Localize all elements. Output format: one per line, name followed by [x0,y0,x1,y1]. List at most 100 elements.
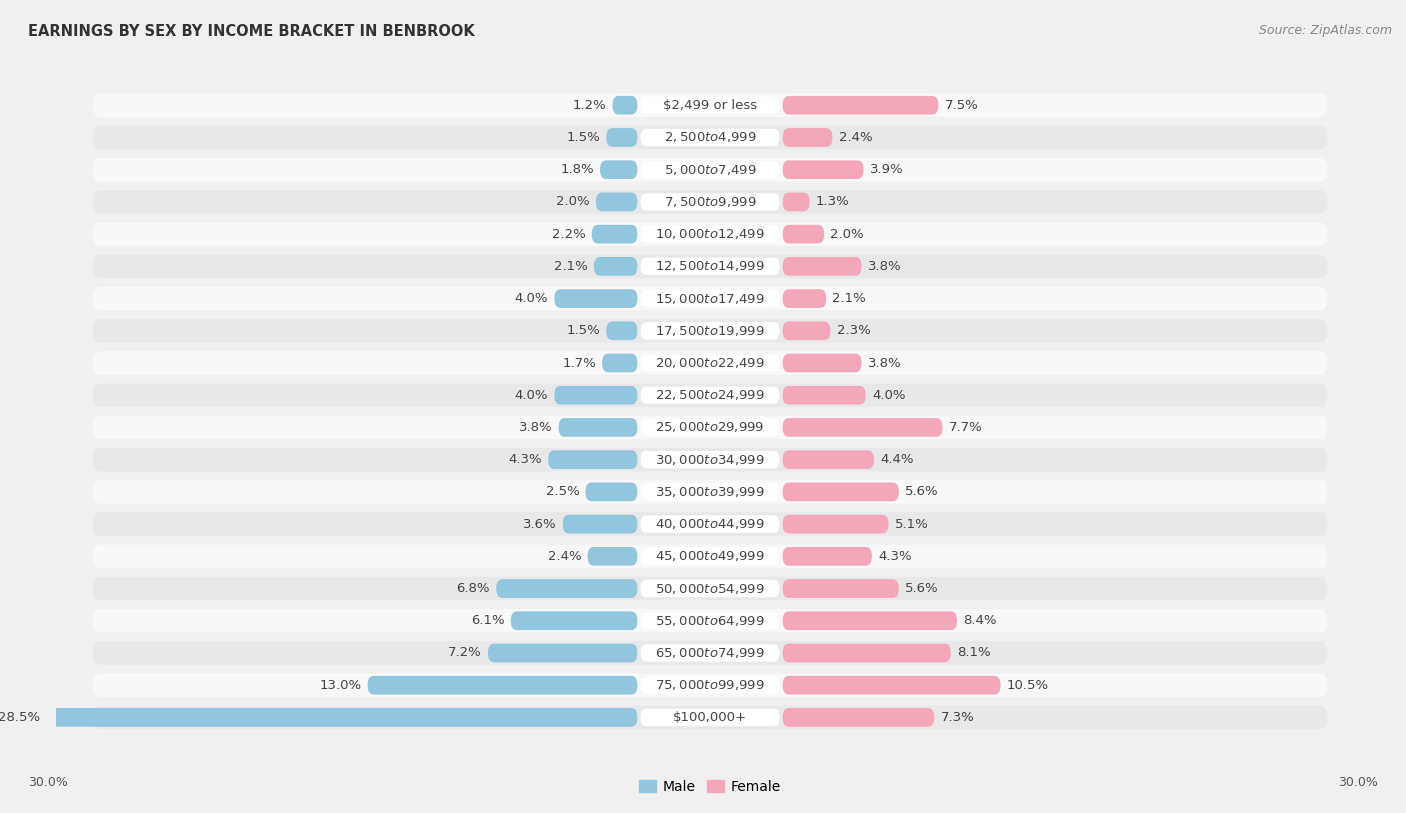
Text: $2,499 or less: $2,499 or less [664,98,756,111]
Text: 30.0%: 30.0% [1339,776,1378,789]
Text: 7.2%: 7.2% [449,646,482,659]
Text: 4.0%: 4.0% [515,389,548,402]
FancyBboxPatch shape [783,611,957,630]
Text: 5.1%: 5.1% [894,518,928,531]
Text: 1.7%: 1.7% [562,357,596,369]
FancyBboxPatch shape [93,545,1327,568]
FancyBboxPatch shape [783,676,1001,694]
Text: 2.1%: 2.1% [832,292,866,305]
Text: 4.3%: 4.3% [879,550,911,563]
FancyBboxPatch shape [596,193,637,211]
Text: $40,000 to $44,999: $40,000 to $44,999 [655,517,765,531]
Text: 4.3%: 4.3% [509,453,541,466]
FancyBboxPatch shape [93,319,1327,342]
Text: 2.1%: 2.1% [554,260,588,273]
Text: 4.0%: 4.0% [515,292,548,305]
FancyBboxPatch shape [783,483,898,502]
FancyBboxPatch shape [783,224,824,243]
FancyBboxPatch shape [641,97,779,114]
FancyBboxPatch shape [641,161,779,178]
Text: $20,000 to $22,499: $20,000 to $22,499 [655,356,765,370]
FancyBboxPatch shape [783,128,832,147]
Text: 28.5%: 28.5% [0,711,39,724]
FancyBboxPatch shape [93,576,1327,600]
FancyBboxPatch shape [783,96,938,115]
Text: 1.2%: 1.2% [572,98,606,111]
Text: 3.9%: 3.9% [870,163,904,176]
FancyBboxPatch shape [593,257,637,276]
FancyBboxPatch shape [783,193,810,211]
Text: 30.0%: 30.0% [28,776,67,789]
FancyBboxPatch shape [510,611,637,630]
Text: $75,000 to $99,999: $75,000 to $99,999 [655,678,765,692]
FancyBboxPatch shape [641,354,779,372]
FancyBboxPatch shape [783,450,875,469]
Text: 2.2%: 2.2% [551,228,585,241]
FancyBboxPatch shape [93,190,1327,214]
Text: 1.5%: 1.5% [567,131,600,144]
FancyBboxPatch shape [585,483,637,502]
Legend: Male, Female: Male, Female [634,774,786,799]
Text: 6.8%: 6.8% [457,582,491,595]
FancyBboxPatch shape [93,706,1327,729]
Text: 2.4%: 2.4% [839,131,872,144]
Text: 5.6%: 5.6% [905,582,939,595]
FancyBboxPatch shape [641,451,779,468]
Text: $45,000 to $49,999: $45,000 to $49,999 [655,550,765,563]
FancyBboxPatch shape [783,644,950,663]
Text: 2.3%: 2.3% [837,324,870,337]
Text: $5,000 to $7,499: $5,000 to $7,499 [664,163,756,176]
Text: 1.3%: 1.3% [815,195,849,208]
FancyBboxPatch shape [641,322,779,340]
Text: 3.6%: 3.6% [523,518,557,531]
FancyBboxPatch shape [93,609,1327,633]
FancyBboxPatch shape [93,126,1327,150]
Text: $12,500 to $14,999: $12,500 to $14,999 [655,259,765,273]
FancyBboxPatch shape [600,160,637,179]
FancyBboxPatch shape [93,158,1327,181]
FancyBboxPatch shape [783,289,827,308]
Text: EARNINGS BY SEX BY INCOME BRACKET IN BENBROOK: EARNINGS BY SEX BY INCOME BRACKET IN BEN… [28,24,475,39]
FancyBboxPatch shape [93,415,1327,439]
FancyBboxPatch shape [783,418,942,437]
Text: 3.8%: 3.8% [519,421,553,434]
FancyBboxPatch shape [93,223,1327,246]
FancyBboxPatch shape [641,676,779,694]
FancyBboxPatch shape [641,515,779,533]
Text: 8.1%: 8.1% [957,646,991,659]
FancyBboxPatch shape [783,386,866,405]
FancyBboxPatch shape [554,289,637,308]
Text: 2.5%: 2.5% [546,485,579,498]
Text: $10,000 to $12,499: $10,000 to $12,499 [655,227,765,241]
FancyBboxPatch shape [613,96,637,115]
FancyBboxPatch shape [641,258,779,275]
Text: 1.8%: 1.8% [560,163,593,176]
Text: 8.4%: 8.4% [963,615,997,628]
FancyBboxPatch shape [641,128,779,146]
Text: $65,000 to $74,999: $65,000 to $74,999 [655,646,765,660]
FancyBboxPatch shape [641,290,779,307]
Text: 4.0%: 4.0% [872,389,905,402]
FancyBboxPatch shape [602,354,637,372]
Text: Source: ZipAtlas.com: Source: ZipAtlas.com [1258,24,1392,37]
FancyBboxPatch shape [641,548,779,565]
FancyBboxPatch shape [783,708,934,727]
FancyBboxPatch shape [592,224,637,243]
FancyBboxPatch shape [783,257,862,276]
Text: $25,000 to $29,999: $25,000 to $29,999 [655,420,765,434]
Text: $55,000 to $64,999: $55,000 to $64,999 [655,614,765,628]
FancyBboxPatch shape [93,254,1327,278]
FancyBboxPatch shape [93,480,1327,503]
Text: 2.4%: 2.4% [548,550,581,563]
Text: 7.5%: 7.5% [945,98,979,111]
FancyBboxPatch shape [783,354,862,372]
FancyBboxPatch shape [641,709,779,726]
Text: 13.0%: 13.0% [319,679,361,692]
FancyBboxPatch shape [496,579,637,598]
FancyBboxPatch shape [562,515,637,533]
Text: 10.5%: 10.5% [1007,679,1049,692]
Text: $7,500 to $9,999: $7,500 to $9,999 [664,195,756,209]
Text: $15,000 to $17,499: $15,000 to $17,499 [655,292,765,306]
FancyBboxPatch shape [93,351,1327,375]
FancyBboxPatch shape [641,644,779,662]
